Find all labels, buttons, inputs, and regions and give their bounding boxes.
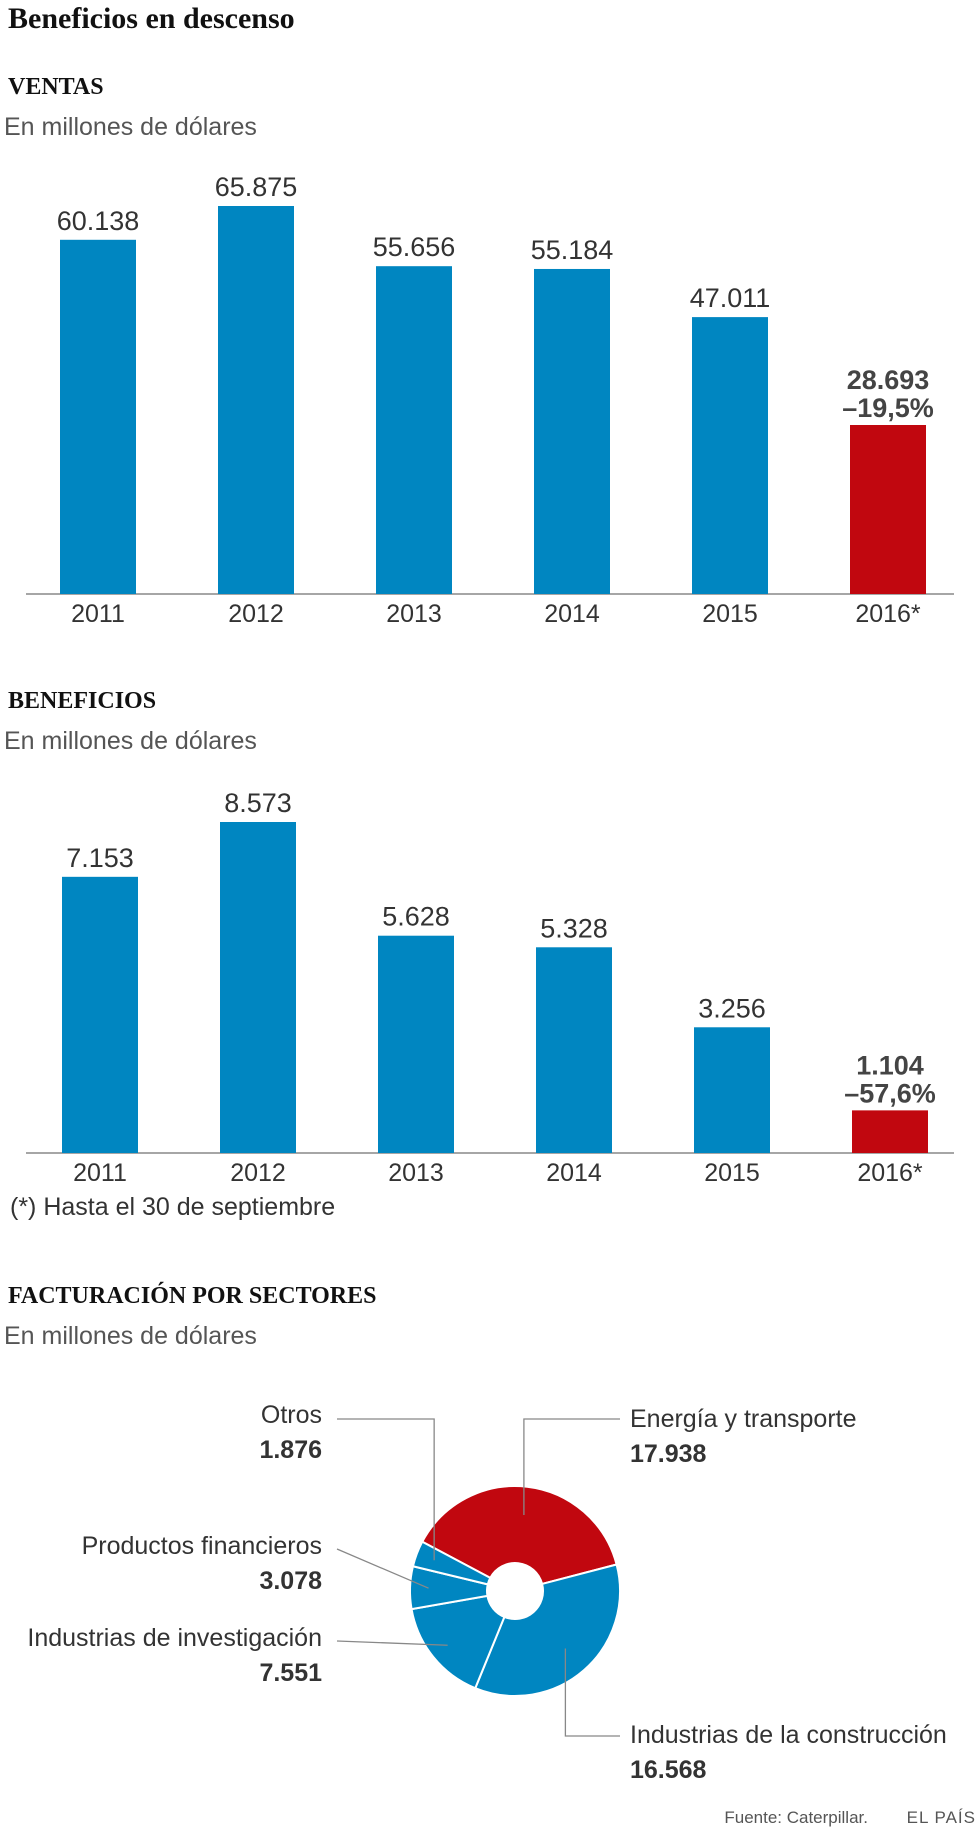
profit-value-label-2016*: 1.104 (856, 1050, 924, 1080)
sales-bar-2015 (692, 317, 768, 594)
brand-credit: EL PAÍS (906, 1808, 976, 1827)
profit-chart-title: BENEFICIOS (8, 688, 157, 714)
sector-slice-industrias-de-investigacion (410, 1594, 506, 1690)
sector-label-otros: Otros (261, 1401, 322, 1429)
sales-bar-2013 (376, 266, 452, 594)
sector-value-otros: 1.876 (259, 1436, 322, 1464)
sales-bar-2016* (850, 424, 926, 594)
sales-tick-2011: 2011 (71, 600, 125, 628)
sector-label-energia-y-transporte: Energía y transporte (630, 1405, 857, 1433)
profit-change-label: –57,6% (844, 1078, 936, 1108)
profit-tick-2014: 2014 (546, 1159, 602, 1187)
profit-chart-subtitle: En millones de dólares (4, 727, 257, 755)
sector-leader-otros (337, 1418, 435, 1561)
sector-leader-industrias-de-la-construccion (564, 1648, 620, 1737)
sector-chart-title: FACTURACIÓN POR SECTORES (8, 1283, 377, 1309)
profit-bar-2015 (694, 1027, 770, 1153)
sales-value-label-2012: 65.875 (215, 172, 298, 202)
profit-tick-2012: 2012 (230, 1159, 286, 1187)
profit-value-label-2011: 7.153 (66, 843, 134, 873)
sales-value-label-2013: 55.656 (373, 232, 456, 262)
sales-bar-2014 (534, 268, 610, 594)
sales-value-label-2015: 47.011 (690, 283, 771, 313)
sales-chart-subtitle: En millones de dólares (4, 113, 257, 141)
sales-tick-2015: 2015 (702, 600, 758, 628)
sales-bar-2012 (218, 206, 294, 594)
profit-bar-2016* (852, 1110, 928, 1153)
sector-leader-energia-y-transporte (523, 1418, 620, 1516)
footnote: (*) Hasta el 30 de septiembre (10, 1193, 336, 1221)
profit-tick-2013: 2013 (388, 1159, 444, 1187)
profit-bar-2011 (62, 876, 138, 1153)
sales-value-label-2014: 55.184 (531, 235, 614, 265)
profit-value-label-2013: 5.628 (382, 902, 450, 932)
profit-value-label-2014: 5.328 (540, 913, 608, 943)
sales-tick-2016*: 2016* (855, 600, 921, 628)
main-title: Beneficios en descenso (8, 2, 295, 35)
profit-bar-2012 (220, 822, 296, 1153)
sector-chart-subtitle: En millones de dólares (4, 1322, 257, 1350)
profit-tick-2015: 2015 (704, 1159, 760, 1187)
profit-tick-2011: 2011 (73, 1159, 127, 1187)
profit-value-label-2015: 3.256 (698, 993, 766, 1023)
sector-slice-energia-y-transporte (420, 1485, 618, 1586)
sector-label-industrias-de-la-construccion: Industrias de la construcción (630, 1721, 947, 1749)
profit-tick-2016*: 2016* (857, 1159, 923, 1187)
sector-label-productos-financieros: Productos financieros (82, 1532, 322, 1560)
profit-value-label-2012: 8.573 (224, 788, 292, 818)
sector-label-industrias-de-investigacion: Industrias de investigación (27, 1624, 322, 1652)
sales-change-label: –19,5% (842, 393, 934, 423)
profit-bar-2013 (378, 935, 454, 1153)
sales-value-label-2011: 60.138 (57, 206, 140, 236)
sector-slice-industrias-de-la-construccion (473, 1563, 621, 1697)
sector-value-industrias-de-investigacion: 7.551 (259, 1659, 322, 1687)
sales-value-label-2016*: 28.693 (847, 365, 930, 395)
sales-tick-2012: 2012 (228, 600, 284, 628)
sales-bar-2011 (60, 239, 136, 595)
sector-value-energia-y-transporte: 17.938 (630, 1440, 707, 1468)
source-credit: Fuente: Caterpillar. (724, 1808, 868, 1827)
sector-leader-productos-financieros (336, 1548, 429, 1589)
sector-leader-industrias-de-investigacion (336, 1640, 448, 1646)
sales-chart-title: VENTAS (8, 74, 104, 100)
sales-tick-2013: 2013 (386, 600, 442, 628)
profit-bar-2014 (536, 947, 612, 1153)
sector-slice-otros (411, 1540, 492, 1586)
sales-tick-2014: 2014 (544, 600, 600, 628)
sector-value-industrias-de-la-construccion: 16.568 (630, 1756, 707, 1784)
sector-value-productos-financieros: 3.078 (259, 1567, 322, 1595)
